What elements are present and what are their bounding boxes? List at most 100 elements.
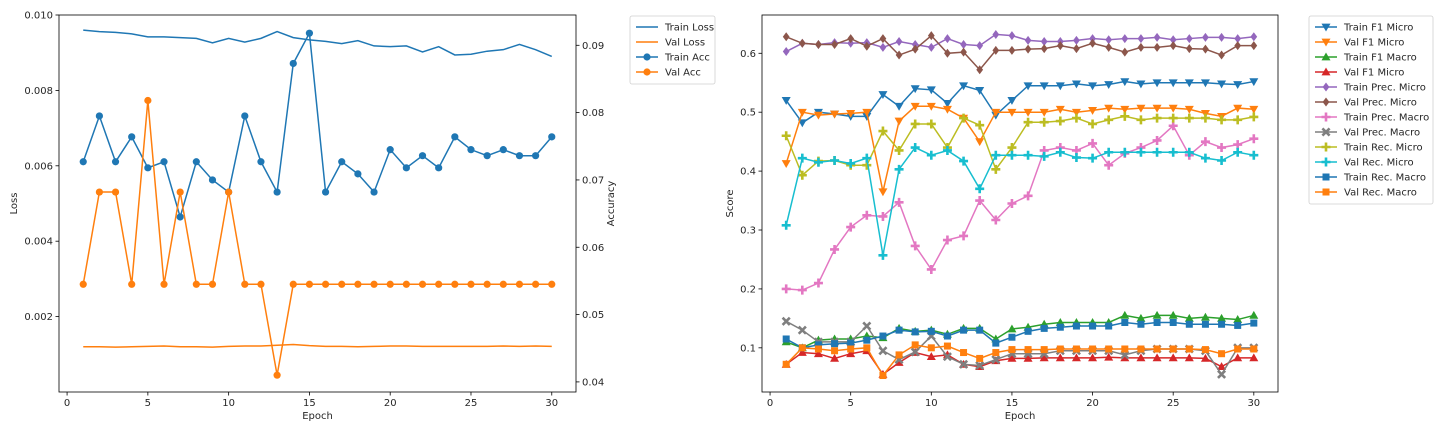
x-tick-label: 10: [222, 398, 235, 409]
data-point: [1200, 113, 1210, 123]
data-point: [1007, 143, 1017, 153]
data-point: [1055, 105, 1065, 114]
legend-marker: [643, 53, 651, 61]
data-point: [1153, 318, 1161, 326]
data-point: [1007, 108, 1017, 117]
data-point: [1233, 140, 1243, 150]
data-point: [910, 143, 920, 153]
data-point: [813, 349, 823, 358]
data-point: [499, 280, 507, 288]
data-point: [911, 39, 919, 49]
data-point: [1217, 155, 1227, 165]
data-point: [831, 39, 838, 49]
data-point: [1104, 104, 1114, 113]
data-point: [1023, 82, 1033, 91]
data-point: [1071, 113, 1081, 123]
data-point: [1168, 147, 1178, 157]
data-point: [1088, 353, 1098, 362]
data-point: [926, 119, 936, 129]
data-point: [991, 164, 1001, 174]
data-point: [862, 112, 872, 121]
data-point: [959, 156, 969, 166]
data-point: [830, 244, 840, 254]
data-point: [1233, 81, 1243, 90]
legend-marker: [1321, 38, 1331, 47]
x-tick-label: 25: [1167, 398, 1180, 409]
data-point: [781, 97, 791, 105]
data-point: [95, 188, 103, 196]
legend-label: Val Loss: [665, 38, 705, 49]
x-tick-label: 30: [1247, 398, 1260, 409]
data-point: [1217, 362, 1227, 371]
data-point: [402, 280, 410, 288]
data-point: [1088, 153, 1098, 163]
data-point: [1072, 345, 1080, 353]
data-point: [1201, 346, 1209, 354]
data-point: [847, 34, 855, 44]
data-point: [354, 280, 362, 288]
data-point: [943, 342, 951, 350]
data-point: [1008, 31, 1016, 41]
data-point: [1218, 50, 1225, 60]
data-point: [782, 32, 790, 42]
data-point: [1200, 312, 1210, 321]
data-point: [910, 119, 920, 129]
data-point: [975, 196, 985, 206]
data-point: [1185, 320, 1193, 328]
data-point: [418, 280, 427, 288]
data-point: [926, 264, 936, 274]
data-point: [1104, 160, 1114, 170]
data-point: [991, 355, 1001, 365]
data-point: [1184, 113, 1194, 123]
data-point: [830, 353, 840, 362]
data-point: [781, 220, 791, 230]
data-point: [1104, 115, 1114, 125]
data-point: [894, 358, 904, 366]
data-point: [1234, 321, 1242, 329]
data-point: [1168, 104, 1178, 113]
chart-2: 0 5 10 15 20 25 30 0.1 0.2 0.3 0.4 0.5 0.6 Epoch Score…: [725, 14, 1434, 422]
data-point: [863, 41, 871, 51]
data-point: [1217, 143, 1227, 153]
data-point: [991, 108, 1001, 117]
y-right-tick-label: 0.04: [582, 377, 604, 388]
legend-label: Train Rec. Macro: [1343, 173, 1426, 184]
y-axis-label: Loss: [9, 193, 20, 215]
data-point: [1184, 105, 1194, 114]
legend-label: Val Prec. Macro: [1344, 128, 1420, 139]
data-point: [483, 280, 491, 288]
y-right-tick-label: 0.09: [582, 41, 604, 52]
data-point: [1039, 108, 1049, 117]
data-point: [1185, 44, 1193, 54]
data-point: [1121, 34, 1129, 44]
data-point: [976, 65, 984, 75]
data-point: [289, 280, 297, 288]
data-point: [878, 188, 888, 197]
legend-label: Val Rec. Macro: [1344, 188, 1417, 199]
data-point: [960, 326, 968, 334]
data-point: [1217, 369, 1227, 379]
data-point: [960, 47, 967, 57]
data-point: [878, 211, 888, 221]
x-tick-label: 0: [767, 398, 773, 409]
data-point: [1233, 315, 1243, 323]
y-tick-label: 0.6: [740, 49, 756, 60]
data-point: [1250, 32, 1258, 42]
data-point: [1071, 153, 1081, 163]
data-point: [878, 91, 888, 100]
data-point: [862, 210, 872, 220]
data-point: [862, 153, 872, 163]
legend-label: Train Rec. Micro: [1343, 143, 1423, 154]
data-point: [879, 42, 887, 52]
data-point: [1120, 147, 1130, 157]
x-tick-label: 15: [303, 398, 316, 409]
data-point: [878, 126, 888, 136]
data-point: [1217, 115, 1227, 125]
series-line: [82, 100, 552, 376]
data-point: [1023, 150, 1033, 160]
data-point: [354, 170, 362, 178]
data-point: [1218, 350, 1226, 358]
legend-label: Train Prec. Micro: [1343, 83, 1426, 94]
legend-marker: [1321, 52, 1331, 61]
data-point: [1152, 79, 1162, 88]
